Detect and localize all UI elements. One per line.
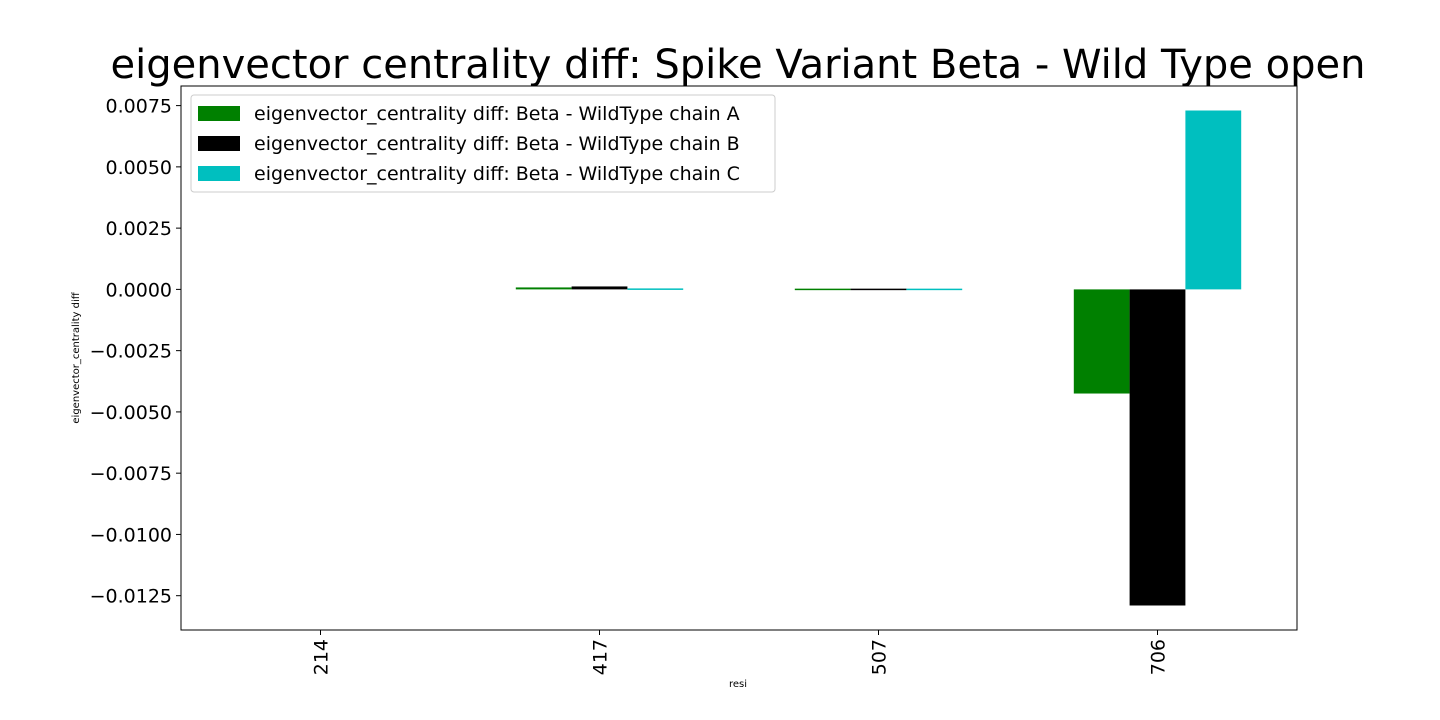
x-axis-label: resi (729, 679, 747, 690)
legend-label: eigenvector_centrality diff: Beta - Wild… (254, 163, 740, 185)
x-tick-label: 706 (1148, 639, 1170, 675)
plot-area: 0.0075 0.0050 0.0025 0.0000 −0.0025 −0.0050 −0… (90, 85, 1298, 675)
chart-title: eigenvector centrality diff: Spike Varia… (111, 42, 1366, 88)
bar-chain-b-507 (850, 288, 907, 291)
bar-chain-c-706 (1185, 110, 1242, 290)
axes-frame (180, 85, 1298, 631)
x-tick-label: 214 (311, 639, 333, 675)
y-tick-label: 0.0075 (106, 96, 172, 118)
y-tick-label: −0.0125 (90, 586, 172, 608)
x-tick-label: 417 (590, 639, 612, 675)
legend-box (190, 94, 776, 193)
legend-swatch (198, 136, 240, 151)
bar-chain-b-706 (1129, 289, 1186, 606)
legend-label: eigenvector_centrality diff: Beta - Wild… (254, 103, 740, 125)
legend-swatch (198, 106, 240, 121)
legend-swatch (198, 166, 240, 181)
y-tick-label: 0.0025 (106, 218, 172, 240)
x-tick-label: 507 (869, 639, 891, 675)
bar-chain-c-507 (906, 288, 963, 291)
y-axis-label: eigenvector_centrality diff (71, 291, 82, 423)
y-tick-label: 0.0000 (106, 279, 172, 301)
bar-chain-a-507 (794, 288, 851, 291)
y-tick-label: −0.0075 (90, 463, 172, 485)
y-tick-label: 0.0050 (106, 157, 172, 179)
bar-chain-b-417 (571, 286, 628, 290)
y-tick-label: −0.0050 (90, 402, 172, 424)
legend: eigenvector_centrality diff: Beta - Wild… (190, 94, 776, 193)
y-tick-label: −0.0100 (90, 524, 172, 546)
bar-chain-c-417 (627, 288, 684, 290)
bar-chain-a-417 (515, 287, 572, 290)
legend-label: eigenvector_centrality diff: Beta - Wild… (254, 133, 740, 155)
y-tick-label: −0.0025 (90, 341, 172, 363)
bar-chain-a-706 (1073, 289, 1130, 394)
